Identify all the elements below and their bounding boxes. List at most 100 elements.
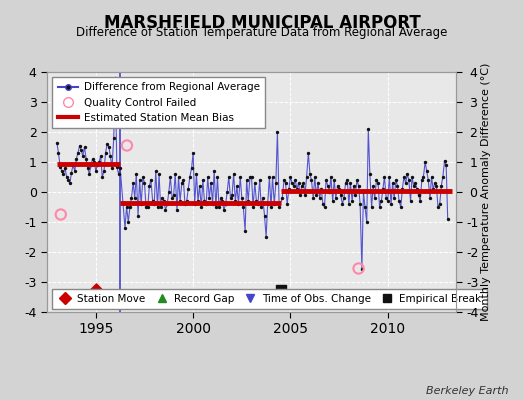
- Point: [127, 195, 136, 201]
- Point: [200, 198, 209, 204]
- Point: [92, 286, 100, 293]
- Point: [98, 174, 106, 180]
- Point: [106, 153, 115, 159]
- Point: [150, 201, 158, 207]
- Point: [302, 174, 311, 180]
- Point: [259, 195, 267, 201]
- Point: [374, 180, 382, 186]
- Point: [369, 183, 377, 189]
- Point: [429, 186, 438, 192]
- Point: [132, 171, 140, 177]
- Point: [377, 198, 386, 204]
- Point: [220, 207, 228, 213]
- Point: [249, 204, 257, 210]
- Point: [129, 180, 137, 186]
- Point: [166, 174, 174, 180]
- Point: [350, 183, 358, 189]
- Point: [296, 192, 304, 198]
- Point: [216, 195, 225, 201]
- Point: [72, 156, 81, 162]
- Point: [375, 204, 384, 210]
- Point: [329, 198, 337, 204]
- Point: [90, 159, 99, 165]
- Point: [105, 144, 113, 150]
- Point: [226, 195, 235, 201]
- Point: [343, 177, 352, 183]
- Point: [351, 192, 359, 198]
- Point: [346, 180, 355, 186]
- Point: [147, 177, 155, 183]
- Point: [93, 162, 102, 168]
- Point: [169, 192, 178, 198]
- Point: [409, 183, 418, 189]
- Point: [135, 177, 144, 183]
- Point: [414, 192, 423, 198]
- Point: [66, 180, 74, 186]
- Point: [54, 150, 63, 156]
- Point: [123, 204, 131, 210]
- Point: [327, 174, 335, 180]
- Point: [439, 174, 447, 180]
- Point: [372, 177, 380, 183]
- Point: [243, 177, 251, 183]
- Point: [432, 183, 441, 189]
- Point: [151, 168, 160, 174]
- Point: [77, 147, 85, 153]
- Point: [130, 195, 139, 201]
- Point: [419, 174, 428, 180]
- Point: [431, 180, 439, 186]
- Point: [212, 204, 220, 210]
- Point: [305, 171, 314, 177]
- Point: [247, 174, 256, 180]
- Point: [223, 189, 232, 195]
- Point: [340, 195, 348, 201]
- Point: [268, 174, 277, 180]
- Point: [382, 195, 390, 201]
- Point: [294, 180, 303, 186]
- Point: [96, 153, 105, 159]
- Point: [398, 186, 407, 192]
- Point: [237, 195, 246, 201]
- Point: [298, 183, 306, 189]
- Point: [209, 201, 217, 207]
- Point: [288, 180, 296, 186]
- Point: [250, 180, 259, 186]
- Point: [71, 168, 79, 174]
- Point: [348, 198, 356, 204]
- Point: [392, 177, 400, 183]
- Point: [246, 174, 254, 180]
- Point: [82, 156, 90, 162]
- Point: [354, 265, 363, 272]
- Point: [388, 180, 397, 186]
- Point: [111, 75, 119, 81]
- Point: [163, 201, 171, 207]
- Point: [366, 171, 374, 177]
- Point: [307, 177, 315, 183]
- Point: [57, 211, 65, 218]
- Point: [178, 180, 186, 186]
- Point: [379, 186, 387, 192]
- Point: [324, 183, 332, 189]
- Point: [319, 201, 327, 207]
- Point: [80, 144, 89, 150]
- Point: [394, 183, 402, 189]
- Point: [256, 177, 264, 183]
- Point: [199, 177, 207, 183]
- Point: [230, 171, 238, 177]
- Point: [192, 171, 201, 177]
- Point: [257, 204, 266, 210]
- Point: [126, 204, 134, 210]
- Point: [254, 201, 262, 207]
- Point: [121, 225, 129, 231]
- Point: [222, 201, 230, 207]
- Point: [435, 201, 444, 207]
- Point: [440, 157, 449, 164]
- Point: [271, 180, 280, 186]
- Point: [397, 204, 405, 210]
- Point: [228, 192, 236, 198]
- Point: [314, 180, 322, 186]
- Point: [191, 201, 199, 207]
- Point: [236, 174, 244, 180]
- Point: [85, 171, 94, 177]
- Point: [174, 174, 183, 180]
